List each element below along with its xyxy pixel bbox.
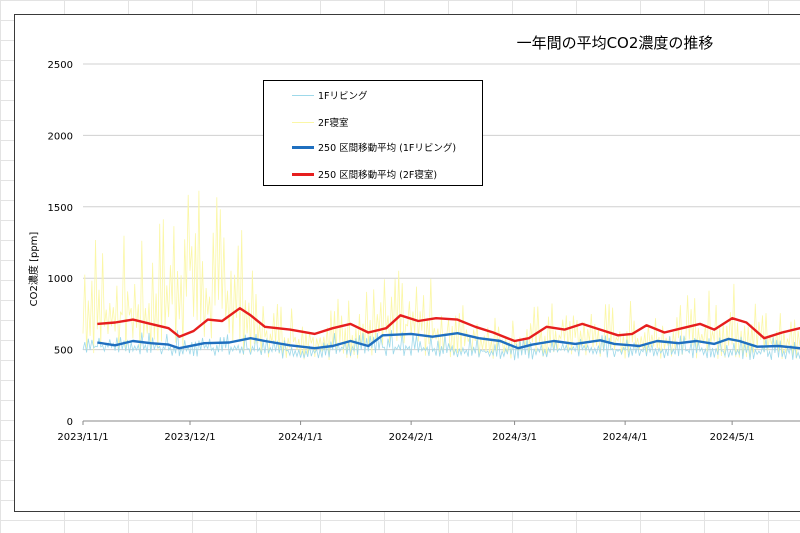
x-tick-label: 2023/12/1 [164, 432, 215, 443]
x-tick-label: 2024/4/1 [603, 432, 648, 443]
series-line-0 [82, 330, 800, 361]
legend-label-1f-living: 1Fリビング [318, 91, 368, 102]
legend-swatch-1f-living [292, 94, 314, 96]
x-tick-label: 2024/2/1 [389, 432, 434, 443]
legend-label-2f-bedroom: 2F寝室 [318, 118, 349, 129]
series-line-2 [97, 332, 800, 350]
y-tick-label: 1000 [48, 274, 73, 285]
legend-swatch-ma-2f [292, 172, 314, 176]
x-tick-label: 2024/5/1 [710, 432, 755, 443]
legend-item-ma-2f: 250 区間移動平均 (2F寝室) [292, 167, 437, 181]
legend-swatch-2f-bedroom [292, 121, 314, 123]
series-layer [82, 190, 800, 361]
legend-item-ma-1f: 250 区間移動平均 (1Fリビング) [292, 140, 456, 154]
legend-label-ma-1f: 250 区間移動平均 (1Fリビング) [318, 143, 457, 154]
gridlines [83, 63, 800, 351]
y-axis-label: CO2濃度 [ppm] [27, 232, 40, 307]
legend[interactable]: 1Fリビング 2F寝室 250 区間移動平均 (1Fリビング) 250 区間移動… [263, 80, 483, 186]
legend-item-1f-living: 1Fリビング [292, 88, 368, 102]
legend-swatch-ma-1f [292, 145, 314, 149]
y-tick-label: 2000 [48, 131, 73, 142]
series-line-3 [97, 307, 800, 343]
x-tick-label: 2024/3/1 [492, 432, 537, 443]
y-tick-label: 1500 [48, 203, 73, 214]
x-tick-label: 2024/1/1 [278, 432, 323, 443]
legend-item-2f-bedroom: 2F寝室 [292, 115, 349, 129]
chart-canvas: 0 500 1000 1500 2000 2500 2023/11/1 2023/12/1 20… [27, 34, 800, 443]
y-tick-label: 0 [67, 417, 73, 428]
x-tick-label: 2023/11/1 [57, 432, 108, 443]
legend-label-ma-2f: 250 区間移動平均 (2F寝室) [318, 170, 438, 181]
y-tick-label: 2500 [48, 60, 73, 71]
chart-title: 一年間の平均CO2濃度の推移 [517, 34, 714, 52]
y-tick-label: 500 [54, 346, 73, 357]
axes: 0 500 1000 1500 2000 2500 2023/11/1 2023/12/1 20… [48, 60, 800, 443]
